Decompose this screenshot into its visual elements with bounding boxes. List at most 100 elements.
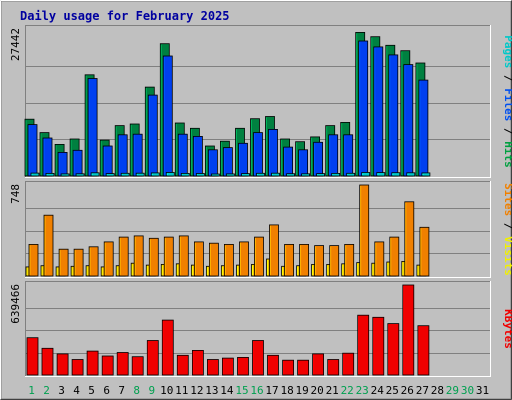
x-tick-label-7: 7 [118,384,125,397]
x-tick-label-12: 12 [190,384,203,397]
bar-pages-day-17 [271,172,280,177]
x-tick-label-11: 11 [175,384,188,397]
bar-pages-day-12 [195,173,205,177]
bar-kbytes-day-13 [206,359,219,376]
x-tick-label-22: 22 [341,384,354,397]
bar-kbytes-day-19 [297,359,310,376]
bar-kbytes-day-12 [191,349,204,376]
axis-label-part: / [502,68,512,88]
bar-pages-day-11 [180,172,190,177]
chart-title: Daily usage for February 2025 [20,9,230,23]
chart-panels: 27442 Pages / Files / Hits 748 Sites / Visi… [9,25,512,377]
x-tick-label-8: 8 [133,384,140,397]
axis-label-part: Pages [502,35,512,68]
x-tick-label-16: 16 [250,384,263,397]
bar-pages-day-5 [90,172,100,177]
series-sites [28,184,430,277]
bar-sites-day-14 [223,243,234,277]
axis-label-part: Visits [502,236,512,276]
bar-sites-day-7 [118,236,129,277]
panel-kbytes: 639466 KBytes [9,281,512,377]
bar-kbytes-day-21 [327,359,340,376]
x-tick-label-13: 13 [205,384,218,397]
series-kbytes [26,284,430,376]
axis-label-part: / [502,121,512,141]
bar-kbytes-day-22 [342,352,355,376]
bar-pages-day-2 [45,172,55,177]
bar-kbytes-day-8 [131,356,144,376]
bar-pages-day-15 [241,173,250,177]
bar-sites-day-16 [254,236,264,277]
bar-kbytes-day-3 [56,353,69,376]
bar-pages-day-10 [165,172,175,177]
bar-kbytes-day-14 [221,357,234,376]
bar-pages-day-27 [421,172,431,177]
bar-pages-day-4 [75,173,85,177]
bar-sites-day-26 [404,201,415,277]
bar-sites-day-4 [73,248,84,277]
bar-pages-day-8 [135,172,145,177]
x-tick-label-14: 14 [220,384,234,397]
bar-sites-day-1 [28,243,39,277]
axis-label-part: / [502,216,512,236]
bar-kbytes-day-26 [402,284,415,376]
bar-sites-day-8 [133,235,144,277]
bar-sites-day-21 [329,245,340,277]
y-tick-label: 748 [9,184,22,204]
axis-label-kbytes: KBytes [502,309,512,349]
bar-sites-day-9 [148,237,159,277]
bar-kbytes-day-18 [282,359,295,376]
bar-sites-day-20 [314,245,325,277]
bar-sites-day-19 [299,243,310,277]
x-tick-label-25: 25 [386,384,399,397]
bar-pages-day-9 [150,172,160,177]
bar-sites-day-3 [58,248,69,277]
bar-pages-day-25 [391,172,401,177]
x-tick-label-15: 15 [235,384,248,397]
bar-pages-day-1 [30,172,40,177]
bar-sites-day-2 [43,214,54,277]
bar-kbytes-day-24 [372,316,385,376]
axis-label-visits-sites: Sites / Visits [502,183,512,276]
bar-kbytes-day-27 [417,325,430,376]
x-tick-label-23: 23 [356,384,369,397]
bar-pages-day-13 [210,173,220,177]
x-tick-label-28: 28 [431,384,444,397]
series-files [27,40,429,177]
x-tick-label-30: 30 [461,384,474,397]
x-axis: 1 2 3 4 5 6 7 8 9 10 11 12 13 14 15 16 17 18 19 20 21 22 23 24 2… [28,384,489,397]
bar-sites-day-17 [269,224,279,277]
bar-kbytes-day-2 [41,347,54,376]
bar-pages-day-22 [346,172,356,177]
bar-pages-day-26 [406,172,416,177]
bar-kbytes-day-25 [387,323,400,376]
y-tick-label: 27442 [9,28,22,61]
series-pages [30,172,431,177]
bar-sites-day-12 [193,241,204,277]
bar-sites-day-27 [419,226,430,277]
x-tick-label-31: 31 [476,384,489,397]
bar-pages-day-18 [286,173,296,177]
bar-pages-day-19 [301,173,311,177]
bar-sites-day-5 [88,246,99,277]
axis-label-part: Hits [502,141,512,168]
x-tick-label-26: 26 [401,384,414,397]
bar-sites-day-10 [163,236,174,277]
bar-pages-day-7 [120,172,130,177]
x-tick-label-19: 19 [295,384,308,397]
x-tick-label-21: 21 [326,384,339,397]
panel-hits-files-pages: 27442 Pages / Files / Hits [9,25,512,178]
bar-kbytes-day-20 [312,353,325,376]
axis-label-part: Files [502,88,512,121]
y-tick-label: 639466 [9,284,22,324]
x-tick-label-10: 10 [160,384,173,397]
bar-sites-day-23 [359,184,370,277]
x-tick-label-1: 1 [28,384,35,397]
bar-pages-day-21 [331,172,341,177]
x-tick-label-2: 2 [43,384,50,397]
axis-label-hits-files-pages: Pages / Files / Hits [502,35,512,168]
bar-pages-day-23 [361,172,371,177]
bar-sites-day-11 [178,235,189,277]
bar-kbytes-day-1 [26,337,39,376]
